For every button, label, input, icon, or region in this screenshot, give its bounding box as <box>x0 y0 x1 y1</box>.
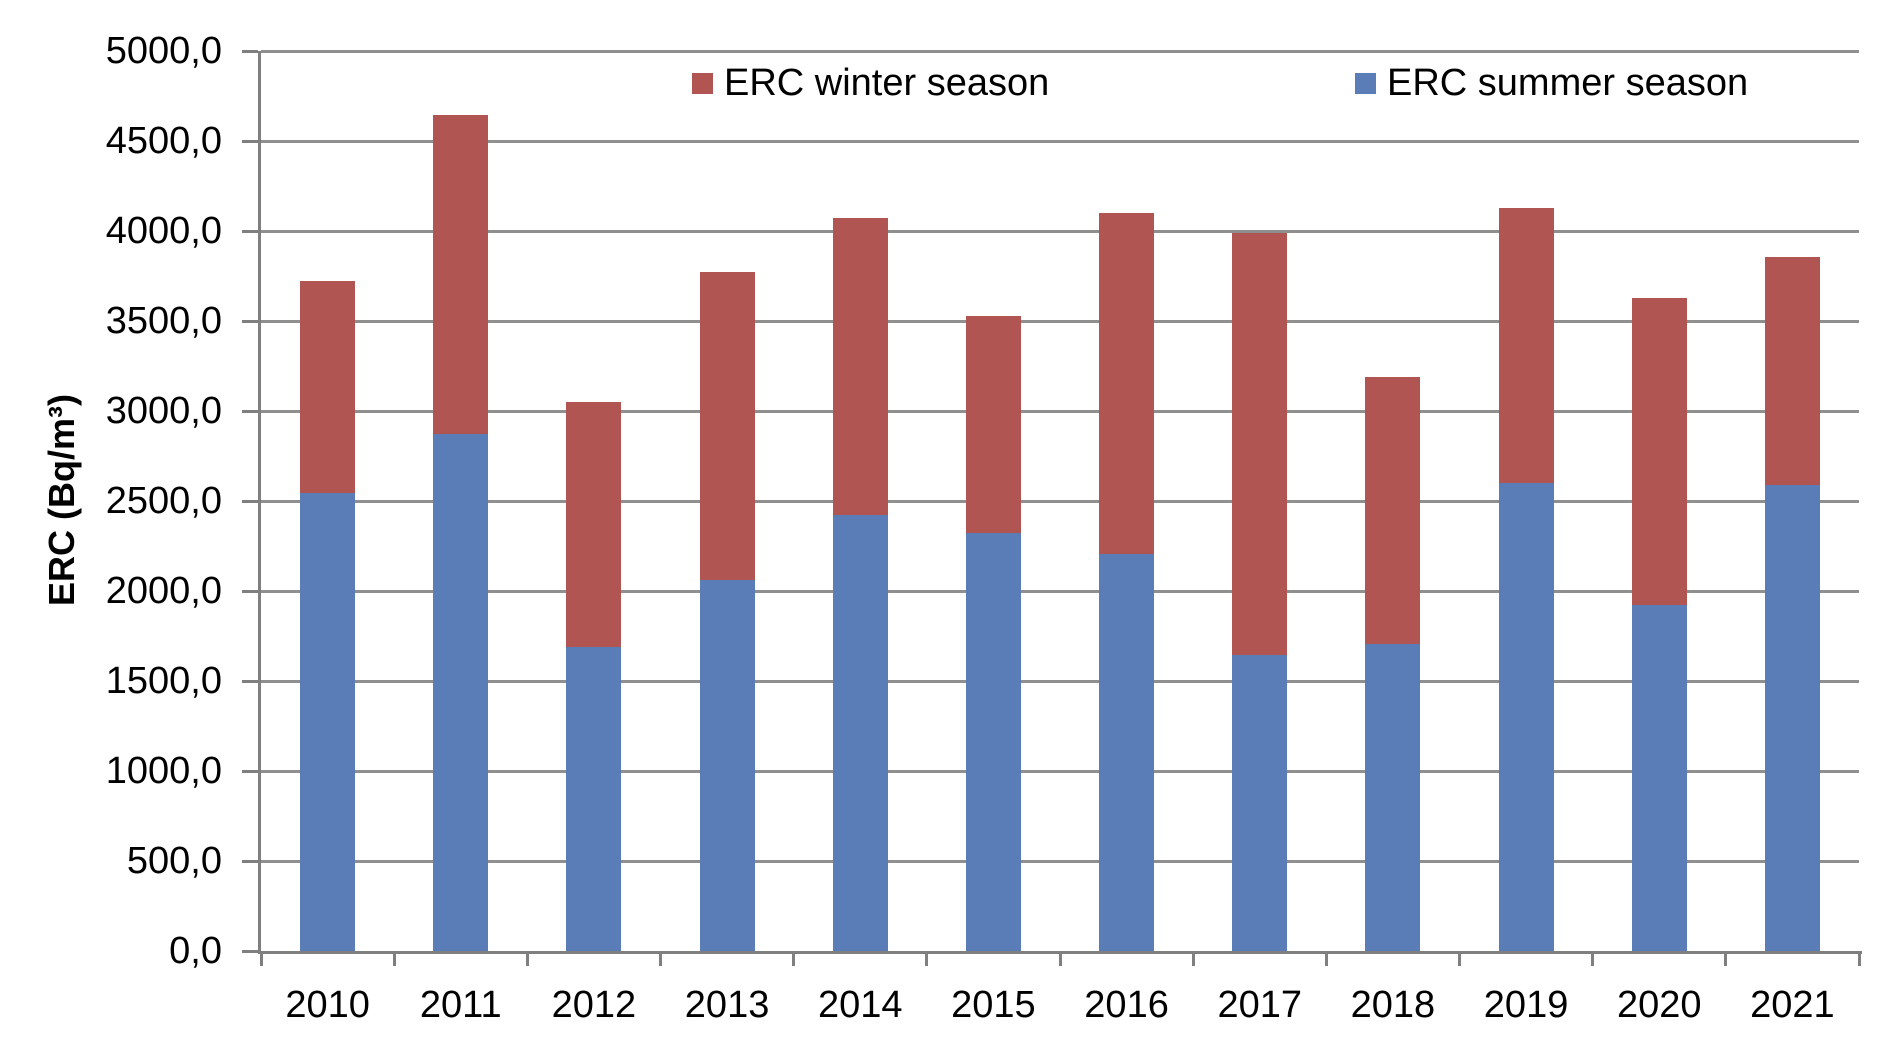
gridline <box>261 859 1859 863</box>
bar-segment-winter-2020 <box>1631 297 1687 605</box>
x-axis-tick <box>1857 954 1861 966</box>
bar-segment-summer-2014 <box>832 515 888 951</box>
x-tick-label: 2012 <box>551 984 637 1026</box>
bar-segment-winter-2017 <box>1232 232 1288 655</box>
y-tick-label: 4000,0 <box>105 210 222 252</box>
bar-segment-winter-2014 <box>832 218 888 516</box>
x-tick-label: 2018 <box>1350 984 1436 1026</box>
x-tick-label: 2019 <box>1483 984 1569 1026</box>
x-axis-tick <box>1458 954 1461 966</box>
y-tick-label: 3000,0 <box>105 390 222 432</box>
bar-segment-summer-2012 <box>566 646 622 951</box>
bar-segment-winter-2011 <box>433 114 489 435</box>
x-axis-tick <box>525 954 529 966</box>
y-axis-tick <box>242 949 258 953</box>
x-tick-label: 2013 <box>684 984 770 1026</box>
y-axis-line <box>258 51 261 954</box>
x-axis-tick <box>659 954 662 966</box>
gridline <box>261 769 1859 773</box>
y-axis-tick <box>242 229 258 233</box>
y-tick-label: 1000,0 <box>105 750 222 792</box>
x-axis-tick <box>1324 954 1328 966</box>
gridline <box>261 139 1859 143</box>
legend-swatch-summer-icon <box>1355 73 1376 94</box>
x-axis-tick <box>1724 954 1728 966</box>
plot-area: 2010 2011 2012 2013 2014 2015 2016 2017 2018 2019… <box>242 49 1862 1026</box>
x-axis-tick <box>259 954 263 966</box>
y-tick-label: 4500,0 <box>105 120 222 162</box>
y-tick-label: 0,0 <box>169 930 222 972</box>
x-tick-label: 2014 <box>817 984 903 1026</box>
y-tick-label: 500,0 <box>126 840 222 882</box>
bar-segment-winter-2013 <box>699 272 755 581</box>
x-tick-label: 2015 <box>951 984 1036 1026</box>
y-axis-tick-labels: 0,0 500,0 1000,0 1500,0 2000,0 2500,0 3000,0 35… <box>0 30 222 972</box>
x-axis-tick <box>1191 954 1195 966</box>
gridline <box>261 679 1859 683</box>
x-tick-label: 2021 <box>1750 984 1835 1026</box>
gridline <box>261 499 1859 503</box>
bar-segment-summer-2021 <box>1764 484 1820 951</box>
bar-segment-summer-2010 <box>300 492 356 951</box>
y-axis-tick <box>242 319 258 323</box>
legend-item-summer: ERC summer season <box>1355 62 1748 105</box>
gridline <box>261 319 1859 323</box>
x-tick-label: 2020 <box>1616 984 1702 1026</box>
x-tick-label: 2010 <box>285 984 370 1026</box>
bar-segment-summer-2013 <box>699 580 755 951</box>
bar-segment-summer-2019 <box>1498 483 1554 951</box>
bar-segment-winter-2021 <box>1764 257 1820 485</box>
legend-item-winter: ERC winter season <box>692 62 1049 105</box>
y-axis-tick <box>242 499 258 503</box>
gridline <box>261 589 1859 593</box>
bar-segment-summer-2016 <box>1099 554 1155 951</box>
x-axis-tick <box>1591 954 1595 966</box>
y-tick-label: 3500,0 <box>105 300 222 342</box>
y-axis-tick <box>242 679 258 683</box>
bar-segment-summer-2018 <box>1365 644 1421 951</box>
y-tick-label: 2500,0 <box>105 480 222 522</box>
legend-label-winter: ERC winter season <box>724 62 1050 104</box>
x-axis-line <box>258 951 1862 954</box>
gridline <box>261 49 1859 53</box>
bar-segment-winter-2015 <box>965 315 1021 534</box>
y-tick-label: 5000,0 <box>105 30 222 72</box>
bar-segment-winter-2010 <box>300 281 356 493</box>
x-tick-label: 2011 <box>419 984 502 1026</box>
y-tick-label: 2000,0 <box>105 570 222 612</box>
y-axis-tick <box>242 589 258 593</box>
bar-segment-winter-2016 <box>1099 213 1155 555</box>
gridline <box>261 229 1859 233</box>
bar-segment-winter-2018 <box>1365 376 1421 645</box>
x-axis-tick <box>792 954 796 966</box>
y-axis-tick <box>242 139 258 143</box>
bar-segment-summer-2020 <box>1631 604 1687 951</box>
x-tick-label: 2016 <box>1084 984 1169 1026</box>
y-axis-tick <box>242 49 258 53</box>
x-tick-label: 2017 <box>1217 984 1303 1026</box>
legend-swatch-winter-icon <box>692 73 713 94</box>
x-axis-tick <box>925 954 929 966</box>
bar-segment-summer-2011 <box>433 434 489 951</box>
bar-segment-summer-2017 <box>1232 654 1288 951</box>
y-tick-label: 1500,0 <box>105 660 222 702</box>
bar-segment-winter-2012 <box>566 402 622 647</box>
y-axis-tick <box>242 769 258 773</box>
y-axis-tick <box>242 859 258 863</box>
x-axis-tick <box>392 954 396 966</box>
x-axis-tick <box>1058 954 1062 966</box>
gridline <box>261 409 1859 413</box>
y-axis-tick <box>242 409 258 413</box>
bar-segment-winter-2019 <box>1498 207 1554 483</box>
legend-label-summer: ERC summer season <box>1387 62 1749 104</box>
bar-segment-summer-2015 <box>965 533 1021 951</box>
